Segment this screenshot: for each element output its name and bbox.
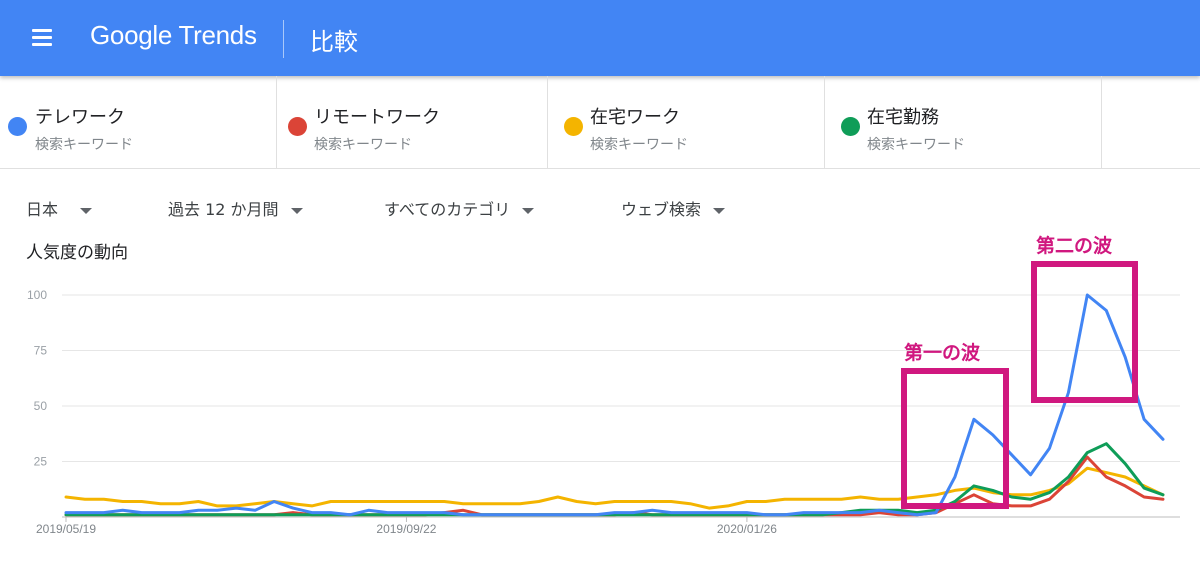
- add-term-slot[interactable]: [1102, 76, 1200, 168]
- search-type-dropdown[interactable]: ウェブ検索: [621, 196, 726, 220]
- search-type-value: ウェブ検索: [621, 200, 702, 219]
- y-tick-label-100: 100: [27, 288, 47, 302]
- term-name: リモートワーク: [314, 107, 440, 128]
- term-type: 検索キーワード: [867, 137, 965, 153]
- x-tick-label: 2019/05/19: [36, 522, 96, 536]
- y-tick-label-75: 75: [34, 344, 48, 358]
- term-type: 検索キーワード: [35, 137, 133, 153]
- x-tick-label: 2019/09/22: [376, 522, 436, 536]
- period-value: 過去 12 か月間: [168, 200, 279, 219]
- term-color-dot: [288, 117, 307, 136]
- section-title: 人気度の動向: [26, 243, 128, 263]
- header-divider: [283, 20, 284, 58]
- term-color-dot: [564, 117, 583, 136]
- comparison-terms: テレワーク 検索キーワード リモートワーク 検索キーワード 在宅ワーク 検索キー…: [0, 76, 1200, 169]
- category-value: すべてのカテゴリ: [384, 200, 511, 219]
- term-type: 検索キーワード: [314, 137, 412, 153]
- y-tick-label-25: 25: [34, 455, 48, 469]
- dropdown-arrow-icon: [522, 207, 535, 214]
- dropdown-arrow-icon: [290, 207, 303, 214]
- term-color-dot: [841, 117, 860, 136]
- second-wave-box: [1031, 261, 1138, 403]
- second-wave-label: 第二の波: [1036, 234, 1113, 257]
- first-wave-box: [901, 368, 1009, 509]
- google-trends-logo[interactable]: Google Trends: [90, 20, 257, 50]
- menu-icon[interactable]: [30, 27, 54, 47]
- interest-over-time-chart: 25 50 75 100 2019/05/19 2019/09/22 2020/01/26…: [27, 234, 1180, 536]
- term-card-home-work[interactable]: 在宅ワーク 検索キーワード: [548, 76, 825, 168]
- region-value: 日本: [26, 200, 59, 219]
- dropdown-arrow-icon: [80, 207, 93, 214]
- term-card-home-office[interactable]: 在宅勤務 検索キーワード: [825, 76, 1102, 168]
- term-color-dot: [8, 117, 27, 136]
- series-line-telework[interactable]: [64, 293, 1165, 517]
- page-title: 比較: [310, 28, 358, 56]
- term-name: テレワーク: [35, 107, 125, 128]
- top-app-bar: Google Trends 比較: [0, 0, 1200, 76]
- series-line-home-work[interactable]: [64, 466, 1165, 510]
- filter-bar: 日本 過去 12 か月間 すべてのカテゴリ ウェブ検索: [0, 190, 1200, 226]
- first-wave-label: 第一の波: [904, 341, 981, 364]
- period-dropdown[interactable]: 過去 12 か月間: [168, 196, 303, 220]
- term-type: 検索キーワード: [590, 137, 688, 153]
- y-tick-label-50: 50: [34, 399, 48, 413]
- term-card-remote-work[interactable]: リモートワーク 検索キーワード: [271, 76, 548, 168]
- dropdown-arrow-icon: [713, 207, 726, 214]
- series-line-home-office[interactable]: [64, 442, 1165, 517]
- term-card-telework[interactable]: テレワーク 検索キーワード: [0, 76, 277, 168]
- term-name: 在宅勤務: [867, 107, 939, 128]
- x-tick-label: 2020/01/26: [717, 522, 777, 536]
- term-name: 在宅ワーク: [590, 107, 680, 128]
- region-dropdown[interactable]: 日本: [26, 196, 93, 220]
- category-dropdown[interactable]: すべてのカテゴリ: [384, 196, 535, 220]
